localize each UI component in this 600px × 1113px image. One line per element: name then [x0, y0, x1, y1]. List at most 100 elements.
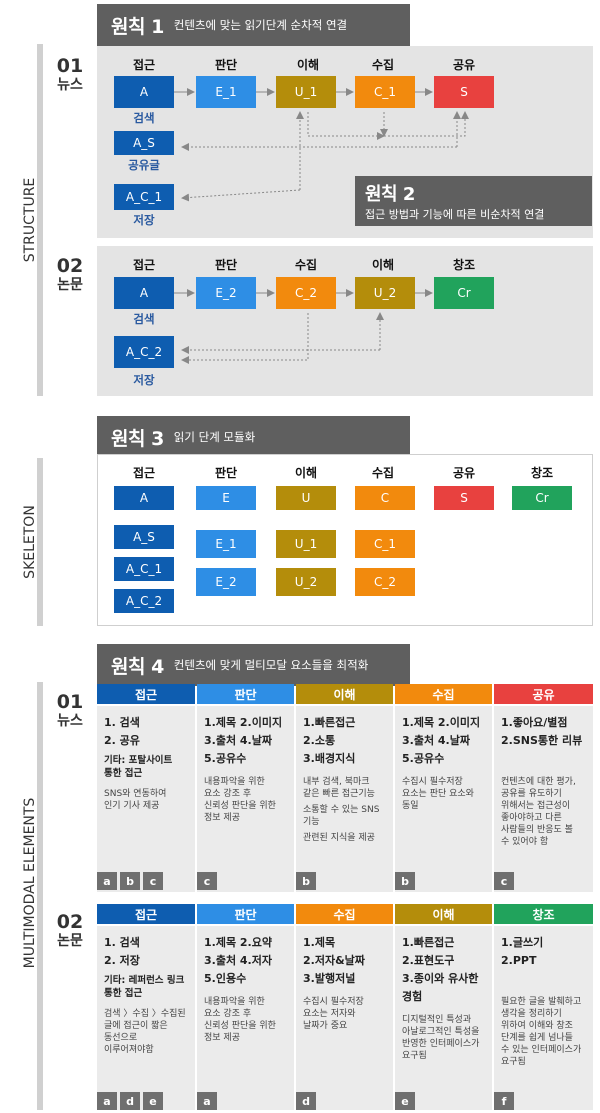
- mm-paper-head-understand: 이해: [395, 904, 492, 924]
- mm-paper-head-access: 접근: [97, 904, 195, 924]
- principle-3-title: 원칙 3: [111, 427, 164, 450]
- mm-item: 3.종이와 유사한: [402, 972, 479, 985]
- mm-news-head-collect: 수집: [395, 684, 492, 704]
- mm-desc-line: 신뢰성 판단을 위한: [204, 1021, 276, 1031]
- mm-desc-line: 수 있는 인터페이스가: [501, 1045, 582, 1055]
- mm-item: 2. 공유: [104, 734, 140, 747]
- mm-desc-line: 동선으로: [104, 1033, 138, 1043]
- mm-desc-line: 소통할 수 있는 SNS: [303, 805, 380, 815]
- stage-head: 판단: [214, 58, 238, 72]
- module-collect-1: C_1: [355, 530, 415, 558]
- mm-item: 1.제목 2.요약: [204, 936, 272, 949]
- tag: b: [395, 872, 415, 890]
- mm-paper-head-collect: 수집: [296, 904, 393, 924]
- mm-desc: 필요한 글을 발췌하고 생각을 정리하기 위하여 이해와 창조 단계를 쉽게 넘나들 수…: [501, 996, 586, 1068]
- module-access-collect-2: A_C_2: [114, 589, 174, 613]
- mm-desc-line: 정보 제공: [204, 1033, 240, 1043]
- mm-item: 1.글쓰기: [501, 936, 544, 949]
- mm-desc: 검색 〉수집 〉수집된 글에 접근이 짧은 동선으로 이루어져야함: [104, 1008, 188, 1056]
- mm-paper-head-evaluate: 판단: [197, 904, 294, 924]
- structure-paper-panel: [97, 246, 593, 396]
- node-sub-label: 검색: [133, 111, 155, 125]
- mm-paper-col-collect: 1.제목 2.저자&날짜 3.발행저널 수집시 필수저장 요소는 저자와 날짜가 중…: [296, 926, 393, 1110]
- mm-desc: 수집시 필수저장 요소는 저자와 날짜가 중요: [303, 996, 386, 1032]
- mm-paper-col-create: 1.글쓰기 2.PPT 필요한 글을 발췌하고 생각을 정리하기 위하여 이해와 창…: [494, 926, 593, 1110]
- module-evaluate-2: E_2: [196, 568, 256, 596]
- mm-desc: 소통할 수 있는 SNS 기능: [303, 804, 386, 828]
- mm-paper-head-create: 창조: [494, 904, 593, 924]
- section-label: 뉴스: [57, 713, 83, 729]
- section-number: 01: [56, 691, 84, 713]
- stage-head: 공유: [452, 58, 476, 72]
- mm-desc: 내용파악을 위한 요소 강조 후 신뢰성 판단을 위한 정보 제공: [204, 776, 287, 824]
- mm-desc-line: 내부 검색, 북마크: [303, 777, 370, 787]
- mm-desc-line: 내용파악을 위한: [204, 997, 265, 1007]
- principle-2-desc: 접근 방법과 기능에 따른 비순차적 연결: [365, 208, 545, 221]
- node-access: A: [114, 277, 174, 309]
- tag: a: [197, 1092, 217, 1110]
- mm-news-head-share: 공유: [494, 684, 593, 704]
- stage-head: 접근: [132, 466, 156, 480]
- mm-note-line: 통한 접근: [104, 988, 143, 999]
- skeleton-panel: [97, 454, 593, 626]
- node-collect: C_2: [276, 277, 336, 309]
- mm-desc-line: SNS와 연동하여: [104, 789, 167, 799]
- mm-item: 3.발행저널: [303, 972, 356, 985]
- mm-item: 1.제목: [303, 936, 336, 949]
- mm-desc-line: 요소는 판단 요소와: [402, 789, 474, 799]
- mm-desc-line: 반영한 인터페이스가: [402, 1039, 480, 1049]
- mm-desc-line: 요소 강조 후: [204, 789, 252, 799]
- section-number: 01: [56, 55, 84, 77]
- module-collect: C: [355, 486, 415, 510]
- mm-note: 기타: 포탈사이트 통한 접근: [104, 754, 188, 780]
- section-number: 02: [56, 911, 84, 933]
- tag: e: [143, 1092, 163, 1110]
- multimodal-side-bar: [37, 682, 43, 1110]
- multimodal-side-label: MULTIMODAL ELEMENTS: [22, 797, 38, 969]
- mm-item: 1. 검색: [104, 716, 140, 729]
- node-evaluate: E_2: [196, 277, 256, 309]
- structure-news-section: 01 뉴스: [50, 56, 90, 94]
- mm-item: 1.빠른접근: [303, 716, 356, 729]
- mm-desc-line: 사람들의 반응도 볼: [501, 825, 573, 835]
- mm-desc: 디지털적인 특성과 아날로그적인 특성을 반영한 인터페이스가 요구됨: [402, 1014, 485, 1062]
- node-evaluate: E_1: [196, 76, 256, 108]
- node-collect: C_1: [355, 76, 415, 108]
- module-access-collect-1: A_C_1: [114, 557, 174, 581]
- mm-item: 5.공유수: [402, 752, 445, 765]
- mm-desc-line: 검색 〉수집 〉수집된: [104, 1009, 186, 1019]
- principle-4-desc: 컨텐츠에 맞게 멀티모달 요소들을 최적화: [173, 658, 369, 672]
- principle-3-banner: 원칙 3 읽기 단계 모듈화: [97, 416, 410, 458]
- node-create: Cr: [434, 277, 494, 309]
- tag: d: [120, 1092, 140, 1110]
- module-access: A: [114, 486, 174, 510]
- mm-item: 2.저자&날짜: [303, 954, 365, 967]
- mm-news-col-evaluate: 1.제목 2.이미지 3.출처 4.날짜 5.공유수 내용파악을 위한 요소 강조…: [197, 706, 294, 892]
- tag: b: [120, 872, 140, 890]
- structure-side-bar: [37, 44, 43, 396]
- mm-news-col-share: 1.좋아요/별점 2.SNS통한 리뷰 컨텐츠에 대한 평가, 공유를 유도하기 위…: [494, 706, 593, 892]
- structure-paper-section: 02 논문: [50, 256, 90, 294]
- mm-item: 3.배경지식: [303, 752, 356, 765]
- section-label: 논문: [57, 277, 83, 293]
- mm-desc-line: 동일: [402, 801, 419, 811]
- tag: c: [197, 872, 217, 890]
- mm-news-col-understand: 1.빠른접근 2.소통 3.배경지식 내부 검색, 북마크 같은 빠른 접근기능 …: [296, 706, 393, 892]
- principle-4-title: 원칙 4: [111, 655, 164, 678]
- stage-head: 접근: [132, 58, 156, 72]
- stage-head: 판단: [214, 466, 238, 480]
- mm-desc-line: 아날로그적인 특성을: [402, 1027, 480, 1037]
- stage-head: 이해: [296, 58, 320, 72]
- module-evaluate: E: [196, 486, 256, 510]
- node-sub-label: 공유글: [128, 158, 160, 172]
- mm-item: 경험: [402, 990, 423, 1003]
- node-access-share: A_S: [114, 131, 174, 155]
- stage-head: 창조: [530, 466, 554, 480]
- principle-3-desc: 읽기 단계 모듈화: [173, 430, 256, 444]
- mm-item: 1.제목 2.이미지: [204, 716, 283, 729]
- stage-head: 이해: [371, 258, 395, 272]
- stage-head: 판단: [214, 258, 238, 272]
- principle-1-desc: 컨텐츠에 맞는 읽기단계 순차적 연결: [173, 18, 348, 32]
- mm-desc-line: 정보 제공: [204, 813, 240, 823]
- node-access: A: [114, 76, 174, 108]
